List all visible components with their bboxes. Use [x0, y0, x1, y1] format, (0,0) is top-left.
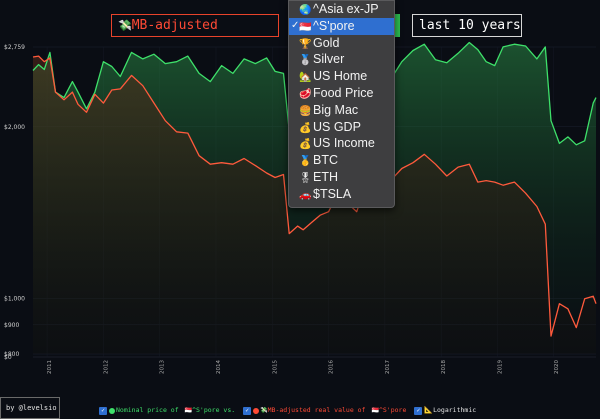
legend-nominal-label: Nominal price of	[116, 406, 179, 414]
dropdown-item-label: ETH	[313, 169, 338, 184]
money-icon: 💸	[118, 19, 132, 32]
money-bag-icon: 💰	[299, 139, 312, 151]
x-tick-label: 2012	[103, 360, 109, 374]
medal-icon: 🎖	[299, 172, 312, 184]
x-tick-label: 2020	[554, 360, 560, 374]
credit-text: by @levelsio	[6, 404, 57, 412]
x-tick-label: 2013	[160, 360, 166, 374]
dropdown-item-label: ^S'pore	[313, 18, 355, 33]
legend-real-label: MB-adjusted real value of	[267, 406, 366, 414]
dropdown-item[interactable]: 🌏 ^Asia ex-JP	[289, 1, 394, 18]
car-icon: 🚗	[299, 189, 312, 201]
x-tick-label: 2015	[272, 360, 278, 374]
dropdown-item-label: Silver	[313, 52, 345, 67]
dropdown-item-label: Food Price	[313, 85, 374, 100]
dropdown-item[interactable]: 🥈 Silver	[289, 51, 394, 68]
y-zero-label: $0	[4, 354, 12, 361]
check-icon: ✓	[291, 19, 300, 31]
dropdown-item[interactable]: 🎖ETH	[289, 169, 394, 186]
legend-real-suffix: ^S'pore	[378, 406, 407, 414]
green-circle-icon	[109, 407, 115, 414]
real-checkbox[interactable]: ✓	[243, 406, 252, 415]
asset-dropdown-menu[interactable]: 🌏 ^Asia ex-JP ✓ 🇸🇬 ^S'pore 🏆 Gold 🥈 Silver 🏡 US Ho…	[288, 0, 395, 208]
dropdown-item-label: BTC	[313, 153, 338, 168]
legend-log-label: Logarithmic	[433, 406, 477, 414]
dropdown-item[interactable]: 🚗 $TSLA	[289, 186, 394, 203]
dropdown-item-label: Big Mac	[313, 102, 359, 117]
nominal-checkbox[interactable]: ✓	[99, 406, 107, 415]
dropdown-item[interactable]: 🥇 BTC	[289, 152, 394, 169]
dropdown-item-label: Gold	[313, 35, 340, 50]
y-tick-label: $2,000	[4, 124, 25, 131]
real-value-line	[32, 55, 597, 337]
dropdown-item[interactable]: 🥩 Food Price	[289, 85, 394, 102]
mb-adjusted-selector[interactable]: 💸MB-adjusted	[111, 14, 279, 37]
singapore-flag-icon: 🇸🇬	[371, 407, 379, 414]
gold-medal-icon: 🥇	[299, 156, 312, 168]
log-checkbox[interactable]: ✓	[414, 406, 423, 415]
red-circle-icon	[253, 407, 260, 414]
green-indicator	[392, 14, 400, 37]
chart-legend: ✓ Nominal price of 🇸🇬 ^S'pore vs. ✓ 💸 MB…	[97, 405, 476, 416]
series-area-1	[33, 56, 596, 354]
ruler-icon: 📐	[424, 406, 434, 414]
money-icon: 💸	[260, 407, 268, 414]
dropdown-item[interactable]: 💰 US GDP	[289, 119, 394, 136]
silver-medal-icon: 🥈	[299, 55, 312, 67]
burger-icon: 🍔	[299, 105, 312, 117]
time-range-label: last 10 years	[419, 18, 521, 33]
mb-adjusted-label: MB-adjusted	[131, 18, 218, 33]
y-tick-label: $800	[4, 351, 19, 358]
house-icon: 🏡	[299, 72, 312, 84]
trophy-icon: 🏆	[299, 38, 312, 50]
legend-nominal-suffix: ^S'pore vs.	[192, 406, 236, 414]
y-tick-label: $1,000	[4, 296, 25, 303]
x-tick-label: 2016	[329, 360, 335, 374]
money-bag-icon: 💰	[299, 122, 312, 134]
x-tick-label: 2017	[385, 360, 391, 374]
dropdown-item[interactable]: 🍔 Big Mac	[289, 102, 394, 119]
dropdown-item-label: US Home	[313, 69, 368, 84]
dropdown-item-label: $TSLA	[313, 186, 352, 201]
dropdown-item[interactable]: 🏡 US Home	[289, 68, 394, 85]
dropdown-item-label: US Income	[313, 136, 375, 151]
x-tick-label: 2014	[216, 360, 222, 374]
x-tick-label: 2018	[441, 360, 447, 374]
time-range-selector[interactable]: last 10 years	[412, 14, 522, 37]
globe-icon: 🌏	[299, 5, 312, 16]
dropdown-item[interactable]: 💰 US Income	[289, 135, 394, 152]
y-tick-label: $900	[4, 322, 19, 329]
credit-badge[interactable]: by @levelsio	[0, 397, 60, 419]
meat-icon: 🥩	[299, 88, 312, 100]
dropdown-item-label: US GDP	[313, 119, 361, 134]
x-tick-label: 2019	[497, 360, 503, 374]
y-tick-label: $2,759	[4, 44, 25, 51]
x-tick-label: 2011	[47, 360, 53, 374]
singapore-flag-icon: 🇸🇬	[184, 407, 193, 414]
dropdown-item[interactable]: ✓ 🇸🇬 ^S'pore	[289, 17, 394, 35]
dropdown-item[interactable]: 🏆 Gold	[289, 35, 394, 52]
singapore-flag-icon: 🇸🇬	[299, 21, 312, 33]
dropdown-item-label: ^Asia ex-JP	[313, 2, 379, 16]
